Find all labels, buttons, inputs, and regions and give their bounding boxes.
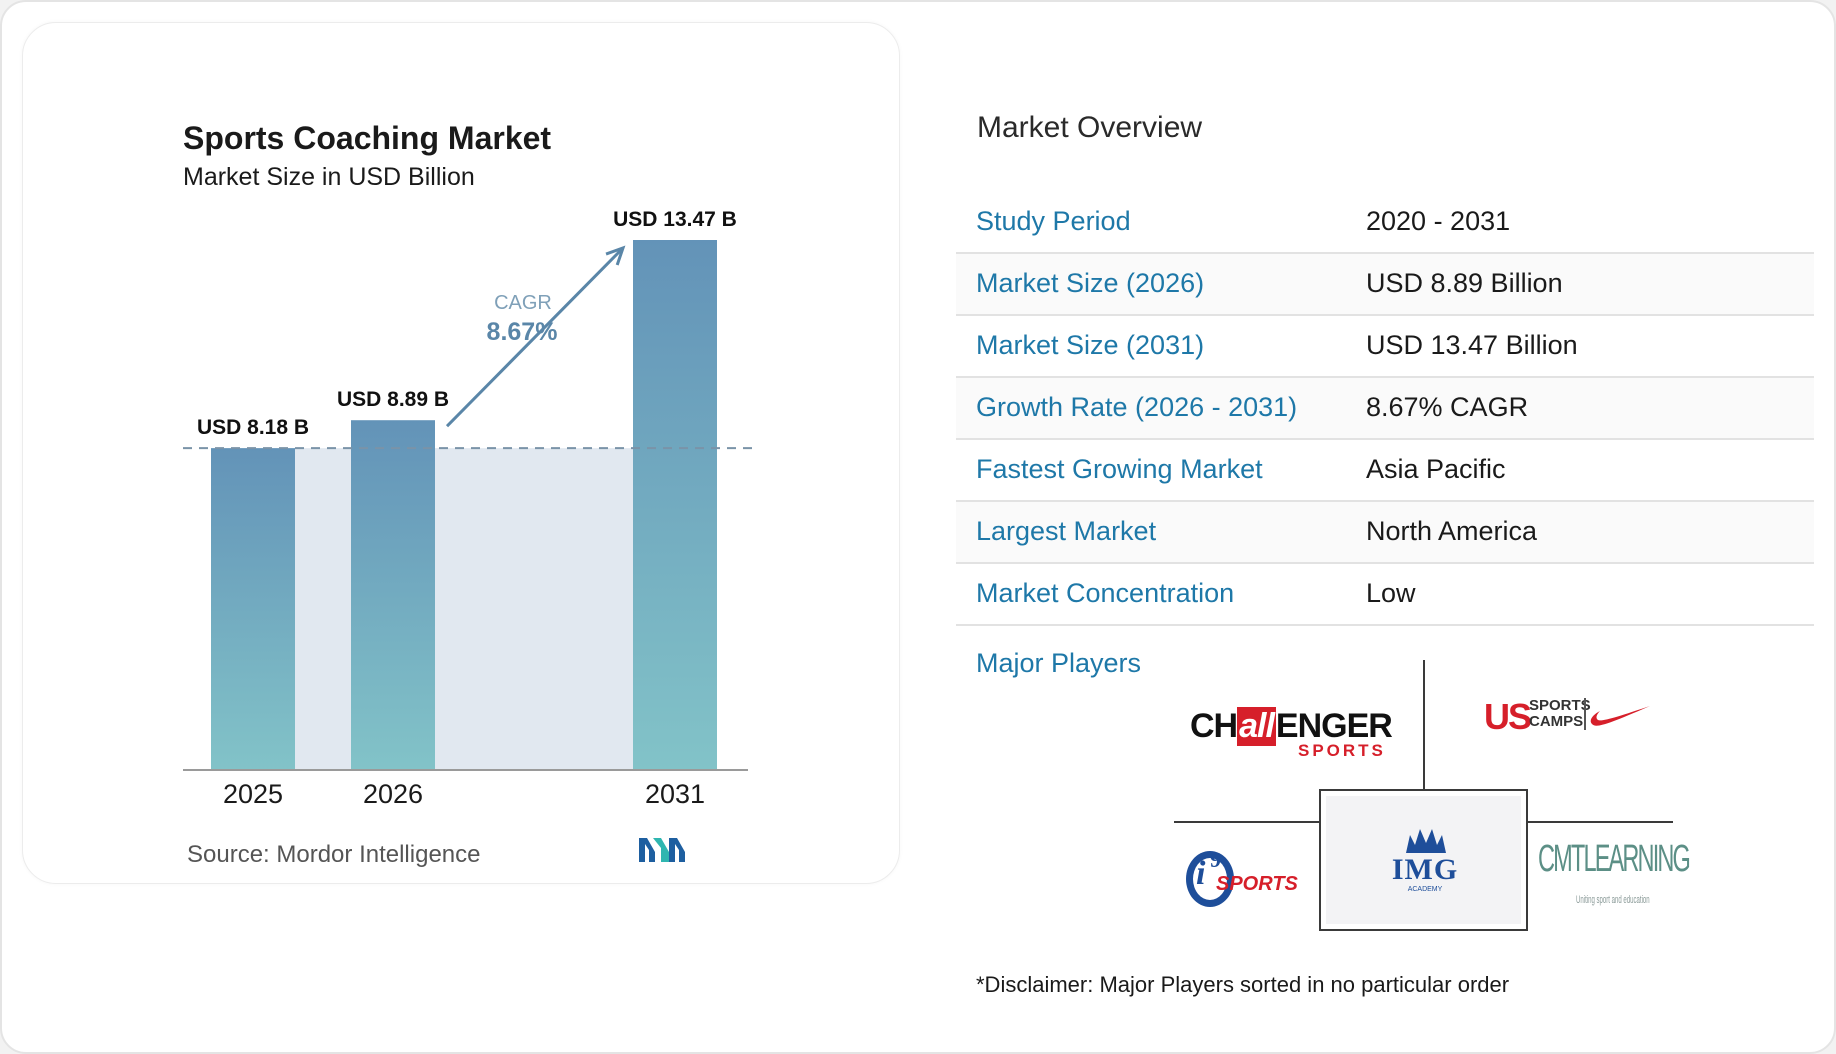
disclaimer: *Disclaimer: Major Players sorted in no … <box>976 972 1510 997</box>
logo-text: SPORTS <box>1529 697 1591 714</box>
row-value: North America <box>1366 516 1538 546</box>
i9-sports-logo: i 9 SPORTS <box>1180 845 1315 915</box>
row-label: Study Period <box>976 206 1131 236</box>
table-row: Study Period 2020 - 2031 <box>956 192 1814 254</box>
major-players-grid <box>1174 660 1673 931</box>
logo-text: CAMPS <box>1529 713 1584 730</box>
source-note: Source: Mordor Intelligence <box>187 841 481 868</box>
row-label: Market Size (2031) <box>976 330 1205 360</box>
challenger-sports-logo: CHallENGER SPORTS <box>1190 697 1405 767</box>
bar-2031 <box>633 240 717 770</box>
us-sports-camps-logo: US SPORTS CAMPS <box>1484 694 1654 744</box>
table-row: Market Size (2026) USD 8.89 Billion <box>956 254 1814 316</box>
row-value: Asia Pacific <box>1366 454 1506 484</box>
x-tick-label: 2026 <box>363 779 423 809</box>
row-value: USD 8.89 Billion <box>1366 268 1563 298</box>
crown-icon <box>1406 829 1446 853</box>
row-label: Market Size (2026) <box>976 268 1205 298</box>
cagr-arrow-head <box>605 245 626 266</box>
logo-text: i <box>1196 855 1206 892</box>
logo-text: SPORTS <box>1216 873 1298 895</box>
logo-text: IMG <box>1391 853 1459 886</box>
logo-text: CMTLEARNING <box>1538 838 1691 880</box>
overview-title: Market Overview <box>977 111 1203 144</box>
table-row: Market Concentration Low <box>956 564 1814 626</box>
chart-title: Sports Coaching Market <box>183 120 552 156</box>
major-players-label: Major Players <box>976 648 1142 678</box>
mordor-intelligence-logo <box>639 838 685 862</box>
cmt-learning-logo: CMTLEARNING Uniting sport and education <box>1538 838 1691 918</box>
logo-text: Uniting sport and education <box>1576 894 1650 906</box>
x-tick-label: 2031 <box>645 779 705 809</box>
table-row: Fastest Growing Market Asia Pacific <box>956 440 1814 502</box>
swoosh-icon <box>1590 706 1650 726</box>
bar-2026 <box>351 420 435 770</box>
cagr-label: CAGR <box>494 292 552 314</box>
x-tick-label: 2025 <box>223 779 283 809</box>
bar-2025 <box>211 448 295 770</box>
logo-text: ACADEMY <box>1407 886 1443 893</box>
logo-text: US <box>1484 696 1532 737</box>
cagr-value: 8.67% <box>487 318 558 346</box>
table-row: Market Size (2031) USD 13.47 Billion <box>956 316 1814 378</box>
row-label: Fastest Growing Market <box>976 454 1263 484</box>
row-label: Growth Rate (2026 - 2031) <box>976 392 1298 422</box>
i9-badge-icon <box>1186 851 1234 907</box>
logo-text: ENGER <box>1275 707 1393 745</box>
data-label: USD 8.18 B <box>197 416 309 439</box>
logo-text: 9 <box>1210 847 1221 872</box>
chart-subtitle: Market Size in USD Billion <box>183 163 475 191</box>
logo-text: all <box>1237 707 1276 746</box>
logo-tile-bg <box>1326 796 1521 924</box>
logo-text: CH <box>1190 707 1238 745</box>
data-label: USD 8.89 B <box>337 388 449 411</box>
row-label: Largest Market <box>976 516 1157 546</box>
logo-text: SPORTS <box>1298 741 1386 760</box>
overview-table: Study Period 2020 - 2031 Market Size (20… <box>956 192 1814 626</box>
cagr-arrow <box>445 246 625 428</box>
table-row: Largest Market North America <box>956 502 1814 564</box>
data-label: USD 13.47 B <box>613 208 737 231</box>
bar-chart: 2025 2026 2031 USD 8.18 B USD 8.89 B USD 13.4… <box>183 208 752 809</box>
logo-divider <box>1584 698 1586 730</box>
row-value: Low <box>1366 578 1416 608</box>
table-row: Growth Rate (2026 - 2031) 8.67% CAGR <box>956 378 1814 440</box>
row-label: Market Concentration <box>976 578 1235 608</box>
row-value: 8.67% CAGR <box>1366 392 1529 422</box>
row-value: USD 13.47 Billion <box>1366 330 1578 360</box>
row-value: 2020 - 2031 <box>1366 206 1511 236</box>
img-academy-logo: IMG ACADEMY <box>1370 825 1480 895</box>
